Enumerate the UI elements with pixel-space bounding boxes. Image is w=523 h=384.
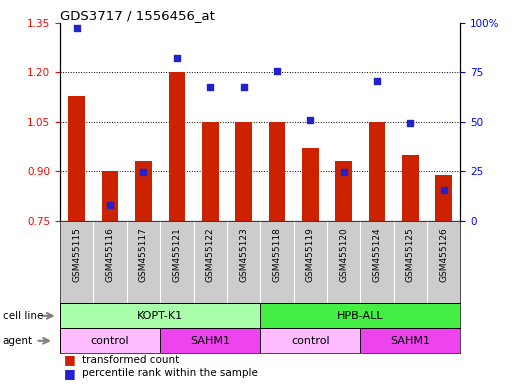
Bar — [260, 303, 460, 328]
Bar — [69, 96, 85, 221]
Text: GSM455124: GSM455124 — [372, 227, 381, 282]
Point — [173, 55, 181, 61]
Text: GSM455119: GSM455119 — [306, 227, 315, 282]
Text: GSM455126: GSM455126 — [439, 227, 448, 282]
Bar — [360, 328, 460, 353]
Text: GSM455116: GSM455116 — [106, 227, 115, 282]
Bar — [135, 162, 152, 221]
Text: cell line: cell line — [3, 311, 43, 321]
Bar — [369, 122, 385, 221]
Point — [106, 202, 115, 209]
Text: GSM455121: GSM455121 — [173, 227, 181, 282]
Text: GSM455125: GSM455125 — [406, 227, 415, 282]
Text: control: control — [291, 336, 329, 346]
Bar — [160, 328, 260, 353]
Point — [439, 187, 448, 193]
Text: GDS3717 / 1556456_at: GDS3717 / 1556456_at — [60, 9, 215, 22]
Text: SAHM1: SAHM1 — [190, 336, 230, 346]
Bar — [268, 122, 285, 221]
Bar — [435, 175, 452, 221]
Text: ■: ■ — [64, 367, 76, 380]
Text: GSM455117: GSM455117 — [139, 227, 148, 282]
Text: percentile rank within the sample: percentile rank within the sample — [82, 368, 258, 379]
Text: ■: ■ — [64, 354, 76, 366]
Bar — [60, 303, 260, 328]
Text: KOPT-K1: KOPT-K1 — [137, 311, 183, 321]
Point — [206, 84, 214, 90]
Bar — [202, 122, 219, 221]
Point — [139, 169, 147, 175]
Text: transformed count: transformed count — [82, 355, 179, 365]
Bar — [402, 155, 418, 221]
Text: control: control — [91, 336, 130, 346]
Text: agent: agent — [3, 336, 33, 346]
Text: GSM455123: GSM455123 — [239, 227, 248, 282]
Point — [406, 120, 414, 126]
Text: SAHM1: SAHM1 — [390, 336, 430, 346]
Bar — [235, 122, 252, 221]
Text: GSM455122: GSM455122 — [206, 227, 214, 282]
Bar — [60, 328, 160, 353]
Bar — [102, 171, 119, 221]
Point — [373, 78, 381, 84]
Text: GSM455118: GSM455118 — [272, 227, 281, 282]
Bar — [168, 73, 185, 221]
Point — [240, 84, 248, 90]
Bar — [335, 162, 352, 221]
Point — [73, 25, 81, 31]
Bar — [302, 148, 319, 221]
Text: GSM455120: GSM455120 — [339, 227, 348, 282]
Text: GSM455115: GSM455115 — [72, 227, 81, 282]
Point — [272, 68, 281, 74]
Bar — [260, 328, 360, 353]
Text: HPB-ALL: HPB-ALL — [337, 311, 383, 321]
Point — [339, 169, 348, 175]
Point — [306, 117, 314, 123]
